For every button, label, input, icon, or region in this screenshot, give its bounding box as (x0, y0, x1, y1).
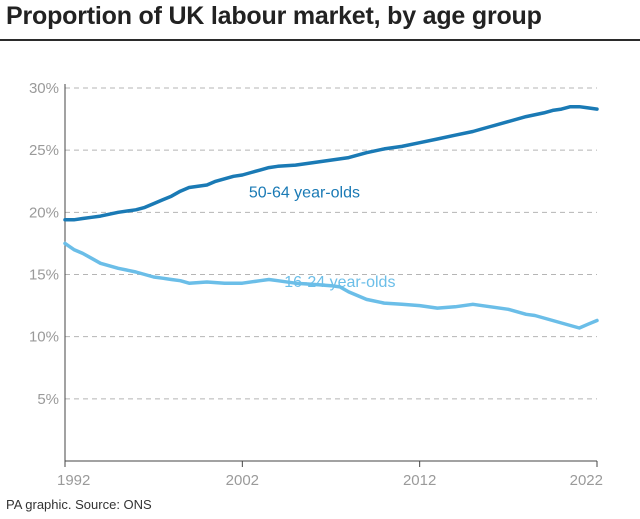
series-label: 50-64 year-olds (249, 184, 360, 201)
chart-title: Proportion of UK labour market, by age g… (6, 2, 542, 30)
series-label: 16-24 year-olds (284, 274, 395, 291)
series-lines (63, 104, 599, 330)
gridlines (65, 87, 597, 400)
axes (64, 84, 598, 467)
y-tick-label: 30% (29, 80, 59, 97)
y-tick-label: 5% (37, 391, 59, 408)
series-line-16-24-year-olds (63, 241, 599, 330)
source-note: PA graphic. Source: ONS (6, 497, 152, 512)
y-tick-label: 20% (29, 204, 59, 221)
y-tick-label: 15% (29, 267, 59, 284)
tick-labels: 5% 10% 15% 20% 25% 30% 1992 2002 2012 2022 (29, 80, 603, 489)
x-tick-label: 2002 (226, 472, 259, 489)
series-labels: 50-64 year-olds 16-24 year-olds (249, 184, 396, 291)
x-tick-label: 2012 (403, 472, 436, 489)
y-tick-label: 10% (29, 329, 59, 346)
x-tick-label: 2022 (570, 472, 603, 489)
x-tick-label: 1992 (57, 472, 90, 489)
series-line-50-64-year-olds (63, 104, 599, 222)
title-divider (0, 39, 640, 41)
y-tick-label: 25% (29, 142, 59, 159)
